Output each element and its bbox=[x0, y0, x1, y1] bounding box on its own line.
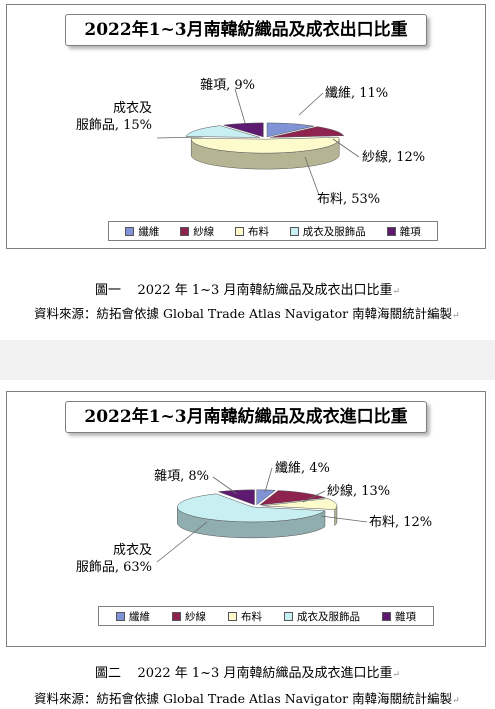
figure-source: 資料來源：紡拓會依據 Global Trade Atlas Navigator … bbox=[34, 303, 460, 322]
data-label: 成衣及服飾品, 15% bbox=[76, 100, 152, 133]
leader-line bbox=[302, 490, 326, 503]
legend-swatch bbox=[234, 226, 244, 236]
caption-label: 圖一 bbox=[94, 283, 121, 298]
legend-label: 布料 bbox=[247, 225, 269, 238]
legend-swatch bbox=[180, 226, 190, 236]
leader-line bbox=[234, 88, 246, 124]
chart-title: 2022年1~3月南韓紡織品及成衣進口比重 bbox=[65, 401, 427, 433]
legend-item: 紗線 bbox=[172, 609, 206, 624]
pie-slice-纖維 bbox=[256, 489, 277, 506]
paragraph-mark: ↵ bbox=[452, 311, 460, 321]
pie-slice-成衣及服飾品 bbox=[185, 125, 260, 138]
leader-line bbox=[298, 92, 324, 116]
pie-slice-布料 bbox=[190, 137, 340, 154]
data-label: 布料, 53% bbox=[317, 192, 380, 207]
pie-slice-紗線 bbox=[270, 126, 345, 138]
legend-label: 紗線 bbox=[185, 610, 206, 623]
legend-item: 布料 bbox=[228, 609, 262, 624]
chart-import-frame: 2022年1~3月南韓紡織品及成衣進口比重 纖維, 4% 紗線, 13% 布料, 1… bbox=[6, 391, 486, 647]
leader-line bbox=[320, 515, 368, 523]
figure-source: 資料來源：紡拓會依據 Global Trade Atlas Navigator … bbox=[34, 688, 460, 707]
data-label: 雜項, 9% bbox=[200, 78, 255, 93]
legend-swatch bbox=[172, 611, 181, 621]
legend-swatch bbox=[382, 611, 391, 621]
legend-swatch bbox=[289, 226, 299, 236]
paragraph-mark: ↵ bbox=[392, 287, 400, 297]
legend-label: 纖維 bbox=[138, 225, 160, 238]
caption-text: 2022 年 1~3 月南韓紡織品及成衣出口比重 bbox=[137, 283, 393, 298]
legend-label: 纖維 bbox=[129, 610, 150, 623]
pie-slice-紗線 bbox=[258, 490, 326, 506]
data-label: 纖維, 11% bbox=[325, 86, 388, 101]
legend-label: 雜項 bbox=[395, 610, 416, 623]
figure-caption: 圖一 2022 年 1~3 月南韓紡織品及成衣出口比重↵ bbox=[0, 279, 495, 298]
pie-slice-雜項 bbox=[218, 489, 255, 506]
pie-slice-纖維 bbox=[266, 122, 315, 138]
legend-swatch bbox=[116, 611, 125, 621]
data-label: 紗線, 12% bbox=[362, 149, 425, 165]
legend-swatch bbox=[228, 611, 237, 621]
source-text: 資料來源：紡拓會依據 Global Trade Atlas Navigator … bbox=[34, 691, 453, 706]
legend-swatch bbox=[284, 611, 293, 621]
legend-item: 布料 bbox=[234, 224, 269, 239]
chart-legend: 纖維 紗線 布料 成衣及服飾品 雜項 bbox=[108, 221, 438, 241]
legend-item: 雜項 bbox=[386, 224, 421, 239]
paragraph-mark: ↵ bbox=[452, 696, 460, 706]
caption-label: 圖二 bbox=[94, 666, 121, 681]
paragraph-mark: ↵ bbox=[392, 670, 400, 680]
caption-text: 2022 年 1~3 月南韓紡織品及成衣進口比重 bbox=[137, 666, 393, 681]
legend-label: 成衣及服飾品 bbox=[302, 225, 366, 238]
legend-item: 紗線 bbox=[180, 224, 214, 239]
legend-item: 成衣及服飾品 bbox=[284, 609, 360, 624]
leader-line bbox=[156, 136, 204, 139]
legend-swatch bbox=[386, 226, 396, 236]
figure-caption: 圖二 2022 年 1~3 月南韓紡織品及成衣進口比重↵ bbox=[0, 662, 495, 681]
legend-label: 雜項 bbox=[399, 225, 421, 238]
pie-slice-雜項 bbox=[223, 122, 264, 138]
chart-export-frame: 2022年1~3月南韓紡織品及成衣出口比重 纖維, 11% 紗線, 12% 布料, … bbox=[6, 4, 486, 249]
legend-label: 紗線 bbox=[193, 225, 215, 238]
legend-item: 成衣及服飾品 bbox=[289, 224, 366, 239]
legend-label: 成衣及服飾品 bbox=[297, 610, 360, 623]
legend-swatch bbox=[125, 226, 135, 236]
data-label: 雜項, 8% bbox=[154, 469, 209, 484]
pie-slice-成衣及服飾品 bbox=[177, 493, 326, 523]
leader-line bbox=[156, 521, 208, 563]
data-label: 布料, 12% bbox=[369, 515, 432, 530]
legend-item: 纖維 bbox=[116, 609, 150, 624]
pie-chart-import: 纖維, 4% 紗線, 13% 布料, 12% 成衣及服飾品, 63% 雜項, 8% bbox=[76, 461, 432, 575]
data-label: 纖維, 4% bbox=[275, 461, 330, 476]
legend-item: 雜項 bbox=[382, 609, 416, 624]
leader-line bbox=[332, 138, 360, 158]
legend-item: 纖維 bbox=[125, 224, 159, 239]
page-separator bbox=[0, 340, 495, 380]
pie-chart-export: 纖維, 11% 紗線, 12% 布料, 53% 成衣及服飾品, 15% 雜項, 9% bbox=[76, 78, 425, 207]
data-label: 紗線, 13% bbox=[327, 483, 390, 499]
legend-label: 布料 bbox=[241, 610, 262, 623]
leader-line bbox=[304, 156, 320, 196]
pie-slice-布料 bbox=[261, 498, 338, 510]
leader-line bbox=[212, 476, 238, 495]
source-text: 資料來源：紡拓會依據 Global Trade Atlas Navigator … bbox=[34, 306, 453, 321]
chart-legend: 纖維 紗線 布料 成衣及服飾品 雜項 bbox=[98, 606, 434, 626]
data-label: 成衣及服飾品, 63% bbox=[76, 542, 152, 575]
chart-title: 2022年1~3月南韓紡織品及成衣出口比重 bbox=[65, 14, 427, 46]
leader-line bbox=[264, 467, 273, 493]
